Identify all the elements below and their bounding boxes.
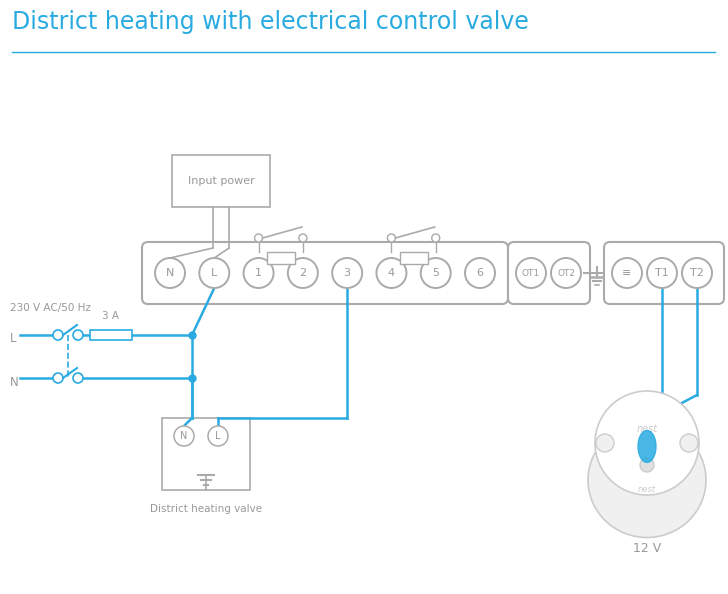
Text: L: L xyxy=(10,331,17,345)
Polygon shape xyxy=(638,431,656,462)
Circle shape xyxy=(255,234,263,242)
FancyBboxPatch shape xyxy=(604,242,724,304)
Text: Input power: Input power xyxy=(188,176,254,186)
Circle shape xyxy=(595,391,699,495)
FancyBboxPatch shape xyxy=(508,242,590,304)
Text: ≡: ≡ xyxy=(622,268,632,278)
Text: 2: 2 xyxy=(299,268,306,278)
Circle shape xyxy=(465,258,495,288)
Circle shape xyxy=(299,234,307,242)
Circle shape xyxy=(73,373,83,383)
Circle shape xyxy=(332,258,362,288)
Text: 1: 1 xyxy=(255,268,262,278)
Circle shape xyxy=(387,234,395,242)
Circle shape xyxy=(244,258,274,288)
Bar xyxy=(172,155,270,207)
Circle shape xyxy=(432,234,440,242)
Text: nest: nest xyxy=(638,485,656,494)
Text: nest: nest xyxy=(636,424,657,434)
Ellipse shape xyxy=(588,422,706,538)
Circle shape xyxy=(516,258,546,288)
Circle shape xyxy=(199,258,229,288)
Text: 230 V AC/50 Hz: 230 V AC/50 Hz xyxy=(10,303,91,313)
Circle shape xyxy=(421,258,451,288)
Circle shape xyxy=(53,373,63,383)
Circle shape xyxy=(155,258,185,288)
Circle shape xyxy=(551,258,581,288)
Circle shape xyxy=(208,426,228,446)
Text: N: N xyxy=(10,377,19,390)
Text: 5: 5 xyxy=(432,268,439,278)
Text: 4: 4 xyxy=(388,268,395,278)
Circle shape xyxy=(612,258,642,288)
Circle shape xyxy=(53,330,63,340)
FancyBboxPatch shape xyxy=(142,242,508,304)
Text: District heating with electrical control valve: District heating with electrical control… xyxy=(12,10,529,34)
Text: L: L xyxy=(211,268,218,278)
Bar xyxy=(90,330,132,340)
Circle shape xyxy=(647,258,677,288)
Text: 3 A: 3 A xyxy=(103,311,119,321)
Circle shape xyxy=(174,426,194,446)
Circle shape xyxy=(640,458,654,472)
Circle shape xyxy=(682,258,712,288)
Text: District heating valve: District heating valve xyxy=(150,504,262,514)
Circle shape xyxy=(596,434,614,452)
Text: 12 V: 12 V xyxy=(633,542,661,555)
Circle shape xyxy=(73,330,83,340)
Bar xyxy=(162,418,250,490)
Text: OT2: OT2 xyxy=(557,268,575,277)
Text: T2: T2 xyxy=(690,268,704,278)
Text: 3: 3 xyxy=(344,268,351,278)
Bar xyxy=(266,252,295,264)
Bar xyxy=(400,252,427,264)
Text: OT1: OT1 xyxy=(522,268,540,277)
Circle shape xyxy=(288,258,318,288)
Circle shape xyxy=(376,258,406,288)
Circle shape xyxy=(680,434,698,452)
Text: N: N xyxy=(181,431,188,441)
Text: 6: 6 xyxy=(477,268,483,278)
Text: L: L xyxy=(215,431,221,441)
Text: T1: T1 xyxy=(655,268,669,278)
Text: N: N xyxy=(166,268,174,278)
